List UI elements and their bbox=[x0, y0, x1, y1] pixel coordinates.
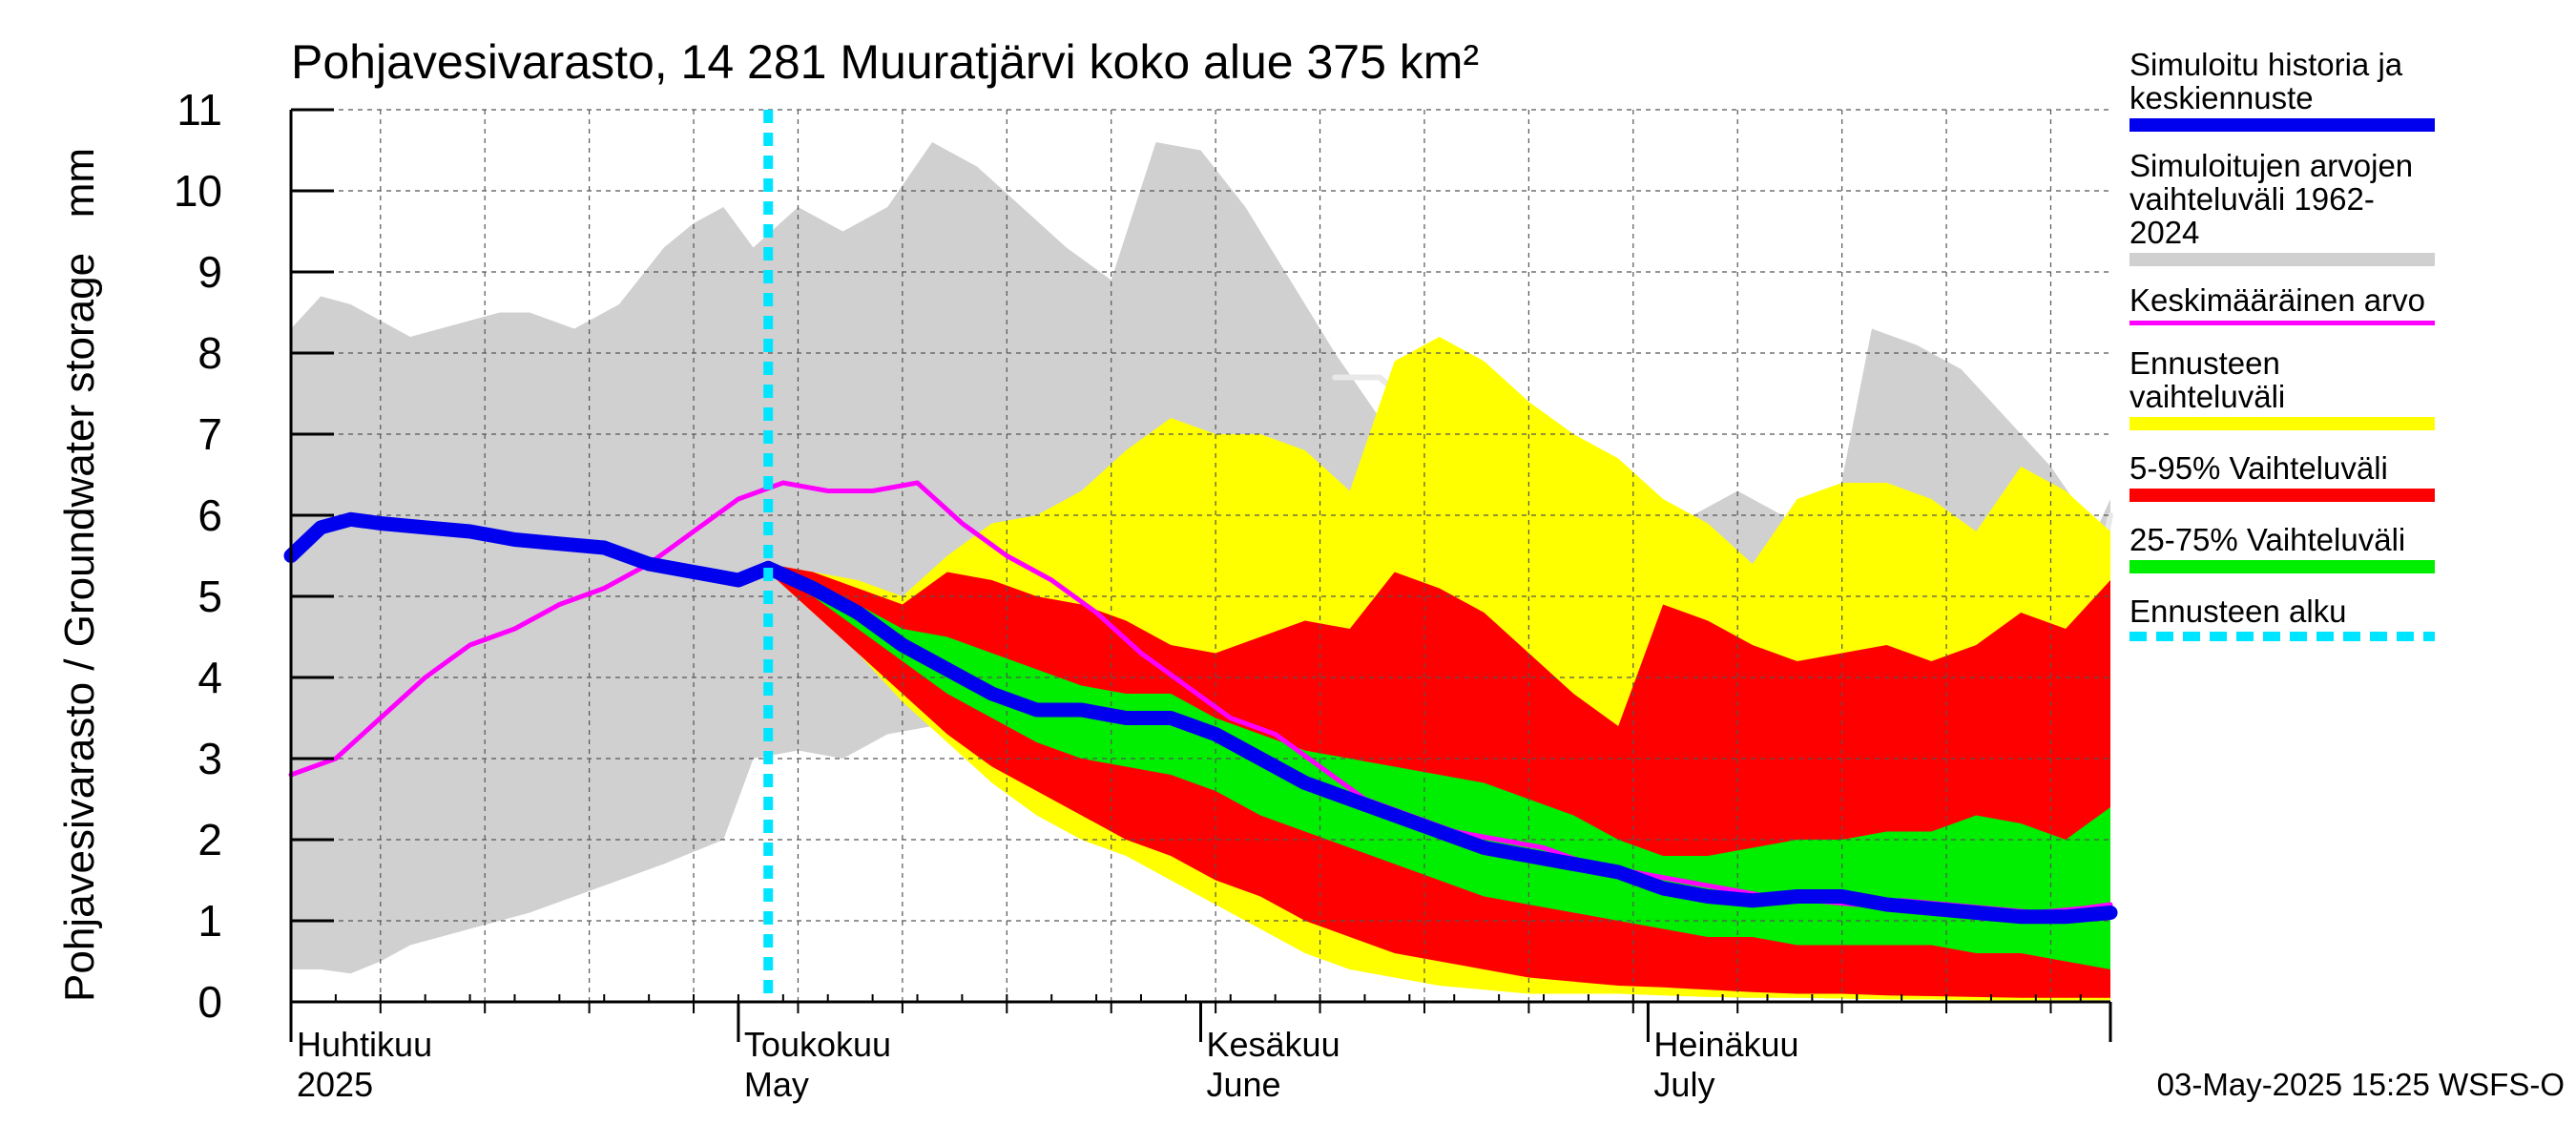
legend-item: Simuloitujen arvojen vaihteluväli 1962-2… bbox=[2129, 149, 2444, 266]
legend-item: 25-75% Vaihteluväli bbox=[2129, 523, 2444, 573]
y-tick-label: 3 bbox=[197, 734, 222, 783]
y-tick-label: 5 bbox=[197, 572, 222, 621]
legend-swatch bbox=[2129, 560, 2435, 573]
legend-label: Ennusteen vaihteluväli bbox=[2129, 345, 2286, 414]
month-label-en: July bbox=[1653, 1065, 1714, 1104]
y-tick-label: 8 bbox=[197, 328, 222, 378]
month-label-en: June bbox=[1207, 1065, 1281, 1104]
chart-title: Pohjavesivarasto, 14 281 Muuratjärvi kok… bbox=[291, 35, 1479, 89]
legend-label: Ennusteen alku bbox=[2129, 593, 2347, 629]
footer-timestamp: 03-May-2025 15:25 WSFS-O bbox=[2157, 1067, 2565, 1102]
y-tick-label: 2 bbox=[197, 815, 222, 864]
y-tick-label: 7 bbox=[197, 409, 222, 459]
legend-item: Simuloitu historia ja keskiennuste bbox=[2129, 48, 2444, 132]
y-tick-label: 1 bbox=[197, 896, 222, 946]
month-label-en: May bbox=[744, 1065, 809, 1104]
legend-label: Keskimääräinen arvo bbox=[2129, 282, 2425, 318]
legend-swatch bbox=[2129, 321, 2435, 325]
y-axis-label: Pohjavesivarasto / Groundwater storage m… bbox=[56, 148, 103, 1002]
y-tick-label: 4 bbox=[197, 653, 222, 702]
month-label-fi: Huhtikuu bbox=[297, 1025, 432, 1064]
legend-item: Ennusteen vaihteluväli bbox=[2129, 346, 2444, 430]
month-label-en: 2025 bbox=[297, 1065, 373, 1104]
legend-item: Keskimääräinen arvo bbox=[2129, 283, 2444, 325]
legend-label: 5-95% Vaihteluväli bbox=[2129, 450, 2388, 486]
legend-swatch bbox=[2129, 417, 2435, 430]
legend-swatch bbox=[2129, 489, 2435, 502]
y-tick-label: 0 bbox=[197, 977, 222, 1027]
y-tick-label: 6 bbox=[197, 490, 222, 540]
legend-label: Simuloitujen arvojen vaihteluväli 1962-2… bbox=[2129, 148, 2414, 250]
band-25-75 bbox=[768, 564, 2111, 969]
y-tick-label: 10 bbox=[174, 166, 222, 216]
legend-item: Ennusteen alku bbox=[2129, 594, 2444, 641]
legend: Simuloitu historia ja keskiennuste Simulo… bbox=[2129, 48, 2444, 662]
month-label-fi: Kesäkuu bbox=[1207, 1025, 1340, 1064]
month-label-fi: Toukokuu bbox=[744, 1025, 891, 1064]
y-tick-label: 11 bbox=[177, 85, 222, 135]
month-label-fi: Heinäkuu bbox=[1653, 1025, 1798, 1064]
legend-swatch bbox=[2129, 632, 2435, 641]
line-simulated-median bbox=[283, 511, 2118, 925]
legend-label: Simuloitu historia ja keskiennuste bbox=[2129, 47, 2403, 115]
legend-item: 5-95% Vaihteluväli bbox=[2129, 451, 2444, 502]
legend-swatch bbox=[2129, 118, 2435, 132]
legend-swatch bbox=[2129, 253, 2435, 266]
legend-label: 25-75% Vaihteluväli bbox=[2129, 522, 2406, 557]
y-tick-label: 9 bbox=[197, 247, 222, 297]
